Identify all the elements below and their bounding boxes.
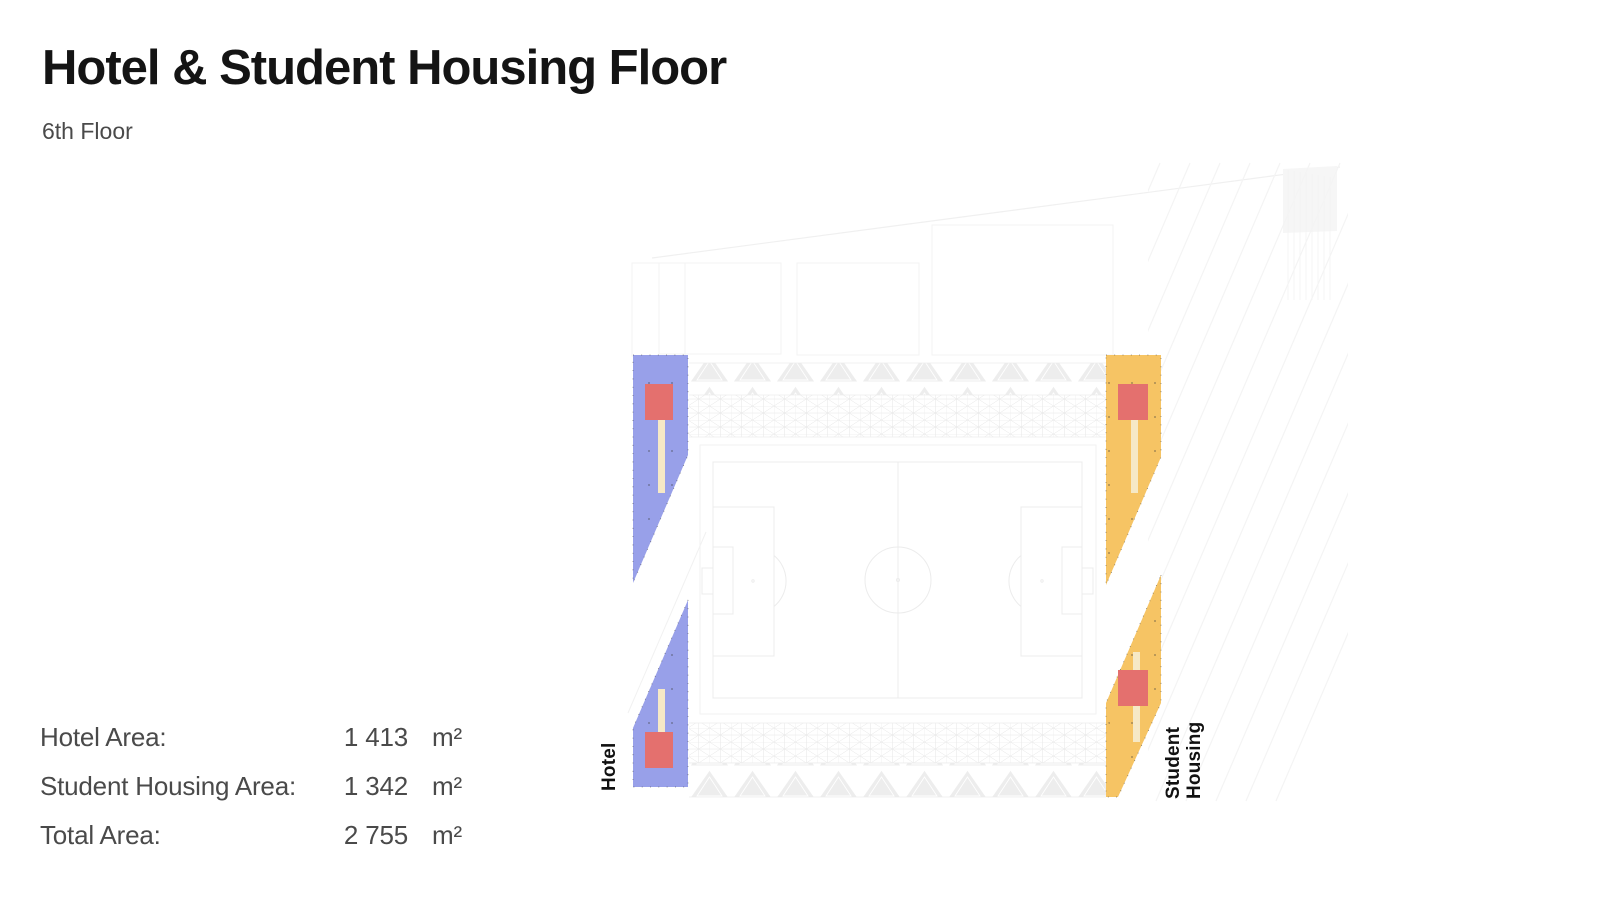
hotel-area-label: Hotel Area:	[40, 722, 167, 752]
student-housing-core-lower	[1118, 670, 1148, 706]
hotel-area-value: 1 413	[343, 722, 408, 752]
hotel-corridor-lower	[658, 689, 665, 735]
student-housing-wing	[1105, 354, 1162, 798]
student-housing-core-upper	[1118, 384, 1148, 420]
field-penalty-arc-left	[773, 555, 787, 607]
background-ramp-line	[627, 531, 707, 714]
soccer-field	[699, 444, 1097, 715]
page-subtitle: 6th Floor	[42, 117, 133, 144]
total-area-unit: m²	[432, 820, 462, 850]
field-penalty-spot-right	[1040, 579, 1044, 583]
hotel-wing	[632, 354, 689, 788]
hotel-corridor-upper	[658, 420, 665, 493]
stat-row-hotel-area: Hotel Area: 1 413 m²	[40, 722, 468, 752]
field-goal-right	[1081, 567, 1094, 595]
truss-top	[689, 362, 1106, 438]
background-side-slab	[1148, 162, 1348, 802]
field-goal-area-left	[712, 546, 734, 615]
field-goal-left	[701, 567, 714, 595]
page-title: Hotel & Student Housing Floor	[42, 41, 727, 95]
field-goal-area-right	[1061, 546, 1083, 615]
field-penalty-spot-left	[751, 579, 755, 583]
stat-row-total-area: Total Area: 2 755 m²	[40, 820, 468, 850]
hotel-core-lower	[645, 732, 673, 768]
background-upper-rooms	[631, 224, 1114, 357]
field-center-spot	[896, 578, 900, 582]
header: Hotel & Student Housing Floor 6th Floor	[42, 41, 727, 145]
area-stats: Hotel Area: 1 413 m² Student Housing Are…	[40, 722, 468, 869]
student-housing-wing-label-line2: Housing	[1184, 722, 1205, 799]
hotel-core-upper	[645, 384, 673, 420]
hotel-area-unit: m²	[432, 722, 462, 752]
field-center-circle	[864, 546, 932, 614]
student-housing-area-label: Student Housing Area:	[40, 771, 296, 801]
field-penalty-box-right	[1020, 506, 1083, 657]
student-housing-wing-label-line1: Student	[1163, 726, 1184, 799]
stat-row-student-housing-area: Student Housing Area: 1 342 m²	[40, 771, 468, 801]
field-penalty-box-left	[712, 506, 775, 657]
total-area-label: Total Area:	[40, 820, 161, 850]
background-structure	[627, 162, 1348, 802]
total-area-value: 2 755	[343, 820, 408, 850]
hotel-wing-label: Hotel	[599, 743, 620, 792]
student-housing-corridor-upper	[1131, 420, 1138, 493]
student-housing-area-value: 1 342	[343, 771, 408, 801]
field-surround	[699, 444, 1097, 715]
truss-bottom	[689, 722, 1106, 798]
background-ridge-line	[651, 166, 1341, 259]
field-penalty-arc-right	[1008, 555, 1022, 607]
student-housing-area-unit: m²	[432, 771, 462, 801]
